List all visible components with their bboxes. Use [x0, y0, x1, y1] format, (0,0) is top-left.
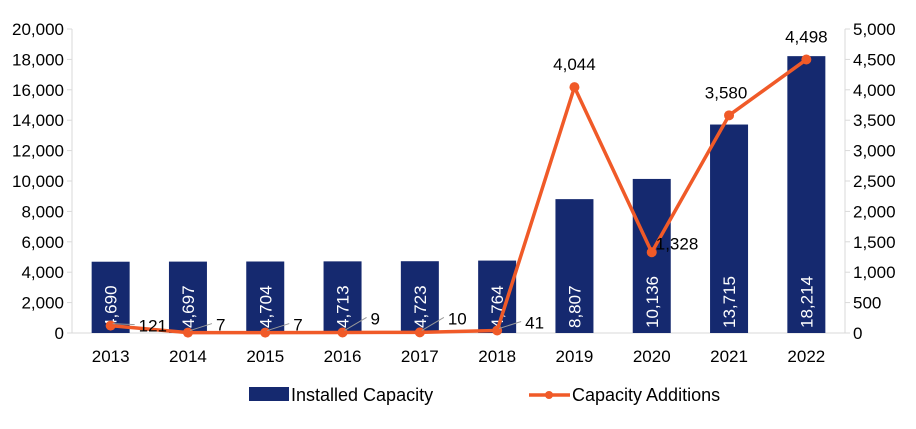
bar-data-label: 13,715: [720, 276, 739, 328]
x-tick-label: 2015: [246, 347, 284, 366]
x-tick-label: 2021: [710, 347, 748, 366]
left-tick-label: 0: [55, 324, 64, 343]
line-marker: [414, 327, 425, 338]
line-data-label: 4,044: [553, 55, 596, 74]
line-marker: [724, 110, 735, 121]
right-tick-label: 3,000: [853, 142, 896, 161]
left-tick-label: 14,000: [12, 111, 64, 130]
bar: [400, 261, 439, 333]
data-label-leader-line: [267, 323, 290, 332]
bar-data-label: 10,136: [643, 276, 662, 328]
data-label-leader-line: [498, 321, 522, 329]
x-tick-label: 2019: [556, 347, 594, 366]
bar: [555, 199, 594, 333]
bar: [787, 56, 826, 333]
line-data-label: 4,498: [785, 28, 828, 47]
left-tick-label: 20,000: [12, 20, 64, 39]
right-tick-label: 5,000: [853, 20, 896, 39]
line-marker: [492, 325, 503, 336]
left-tick-label: 10,000: [12, 172, 64, 191]
left-tick-label: 4,000: [21, 263, 64, 282]
right-tick-label: 4,000: [853, 81, 896, 100]
line-marker: [337, 327, 348, 338]
bar: [710, 124, 749, 333]
line-marker: [260, 327, 271, 338]
line-data-label: 7: [293, 316, 302, 335]
bar-data-label: 4,723: [411, 285, 430, 328]
bar-data-label: 4,713: [334, 285, 353, 328]
line-data-label: 3,580: [705, 83, 748, 102]
line-marker: [105, 320, 116, 331]
data-label-leader-line: [421, 316, 445, 331]
bar: [246, 261, 285, 333]
right-tick-label: 0: [853, 324, 862, 343]
x-tick-label: 2013: [92, 347, 130, 366]
line-data-label: 121: [139, 317, 167, 336]
x-tick-label: 2017: [401, 347, 439, 366]
left-tick-label: 8,000: [21, 202, 64, 221]
line-data-label: 10: [448, 309, 467, 328]
right-tick-label: 1,500: [853, 233, 896, 252]
x-tick-label: 2022: [787, 347, 825, 366]
legend-label-installed-capacity: Installed Capacity: [291, 385, 433, 405]
right-tick-label: 3,500: [853, 111, 896, 130]
bar-data-label: 4,704: [256, 285, 275, 328]
x-tick-label: 2016: [324, 347, 362, 366]
bar-data-label: 8,807: [565, 285, 584, 328]
bar: [323, 261, 362, 333]
line-marker: [646, 247, 657, 258]
bar-data-label: 18,214: [797, 276, 816, 328]
legend-swatch-installed-capacity: [249, 387, 289, 401]
x-tick-label: 2018: [478, 347, 516, 366]
left-tick-label: 18,000: [12, 50, 64, 69]
data-label-leader-line: [189, 323, 213, 332]
data-label-leader-line: [344, 317, 367, 331]
data-label-leader-line: [112, 323, 135, 326]
bar-data-label: 4,697: [179, 285, 198, 328]
line-data-label: 7: [216, 316, 225, 335]
x-tick-label: 2020: [633, 347, 671, 366]
line-data-label: 9: [371, 309, 380, 328]
bar: [168, 261, 207, 333]
right-tick-label: 2,000: [853, 202, 896, 221]
right-tick-label: 1,000: [853, 263, 896, 282]
line-marker: [569, 82, 580, 93]
line-marker: [801, 54, 812, 65]
line-data-label: 41: [525, 314, 544, 333]
line-data-label: 1,328: [656, 234, 699, 253]
line-marker: [182, 327, 193, 338]
legend-marker-capacity-additions: [545, 391, 553, 399]
x-tick-label: 2014: [169, 347, 207, 366]
left-tick-label: 2,000: [21, 294, 64, 313]
right-tick-label: 4,500: [853, 50, 896, 69]
line-series: [110, 58, 808, 335]
left-tick-label: 16,000: [12, 81, 64, 100]
left-tick-label: 6,000: [21, 233, 64, 252]
right-tick-label: 2,500: [853, 172, 896, 191]
right-tick-label: 500: [853, 294, 881, 313]
bar: [478, 260, 517, 333]
left-tick-label: 12,000: [12, 142, 64, 161]
bar-data-label: 4,690: [102, 285, 121, 328]
legend-label-capacity-additions: Capacity Additions: [572, 385, 720, 405]
